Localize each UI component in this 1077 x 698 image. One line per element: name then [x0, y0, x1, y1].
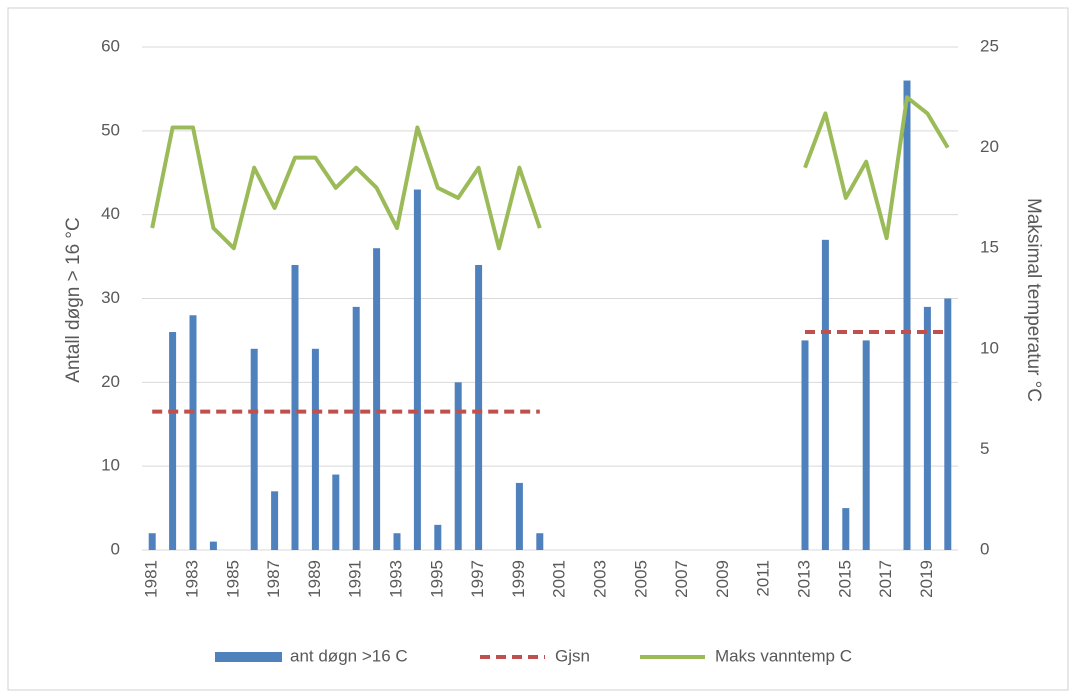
x-tick-label: 1995: [427, 560, 446, 598]
bar: [189, 315, 197, 550]
bar: [536, 533, 544, 550]
line: [150, 95, 950, 251]
x-tick-label: 1985: [223, 560, 242, 598]
legend-label: Gjsn: [555, 646, 590, 665]
bar: [352, 306, 360, 550]
x-tick-label: 2019: [917, 560, 936, 598]
x-tick-label: 2011: [754, 560, 773, 597]
x-tick-label: 1983: [182, 560, 201, 598]
y-tick-label: 0: [111, 539, 120, 558]
bar: [434, 524, 442, 550]
x-tick-label: 1981: [142, 560, 161, 598]
legend-swatch: [215, 652, 282, 662]
x-tick-label: 1991: [346, 560, 365, 598]
y2-axis-title: Maksimal temperatur °C: [1023, 198, 1044, 402]
bar: [801, 340, 809, 550]
bar: [903, 80, 911, 551]
x-tick-label: 1999: [509, 560, 528, 598]
y2-tick-label: 0: [980, 539, 989, 558]
y-axis-title: Antall døgn > 16 °C: [63, 217, 84, 383]
y2-tick-label: 25: [980, 36, 999, 55]
bar: [373, 248, 381, 550]
x-tick-label: 1989: [305, 560, 324, 598]
bar: [515, 482, 523, 550]
bar: [821, 239, 829, 551]
bar: [332, 474, 340, 550]
x-tick-label: 2001: [550, 560, 569, 598]
bar: [944, 298, 952, 550]
legend-label: ant døgn >16 C: [290, 646, 408, 665]
bar: [475, 264, 483, 550]
bar: [291, 264, 299, 550]
bar: [148, 533, 156, 550]
y2-tick-label: 5: [980, 439, 989, 458]
bar: [311, 348, 319, 550]
x-tick-label: 2017: [876, 560, 895, 598]
y2-tick-label: 10: [980, 338, 999, 357]
y-tick-label: 40: [101, 204, 120, 223]
y2-tick-label: 15: [980, 238, 999, 257]
x-tick-label: 2007: [672, 560, 691, 598]
bar: [271, 491, 279, 550]
x-tick-label: 1987: [264, 560, 283, 598]
bar: [454, 382, 462, 550]
bar: [862, 340, 870, 550]
legend-label: Maks vanntemp C: [715, 646, 852, 665]
bar: [209, 541, 217, 550]
line: [152, 330, 948, 414]
x-tick-label: 2015: [835, 560, 854, 598]
x-tick-label: 2003: [590, 560, 609, 598]
y-tick-label: 20: [101, 372, 120, 391]
y-tick-label: 50: [101, 120, 120, 139]
y2-tick-label: 20: [980, 137, 999, 156]
bar: [413, 189, 421, 550]
x-tick-label: 2013: [794, 560, 813, 598]
y-tick-label: 60: [101, 36, 120, 55]
bar: [250, 348, 258, 550]
bar: [393, 533, 401, 550]
x-tick-label: 2009: [713, 560, 732, 598]
bar: [842, 508, 850, 550]
x-tick-label: 1997: [468, 560, 487, 598]
y-tick-label: 30: [101, 288, 120, 307]
bar: [169, 332, 177, 550]
y-tick-label: 10: [101, 456, 120, 475]
x-tick-label: 2005: [631, 560, 650, 598]
chart-border: [7, 7, 1069, 691]
bar: [923, 306, 931, 550]
x-tick-label: 1993: [386, 560, 405, 598]
